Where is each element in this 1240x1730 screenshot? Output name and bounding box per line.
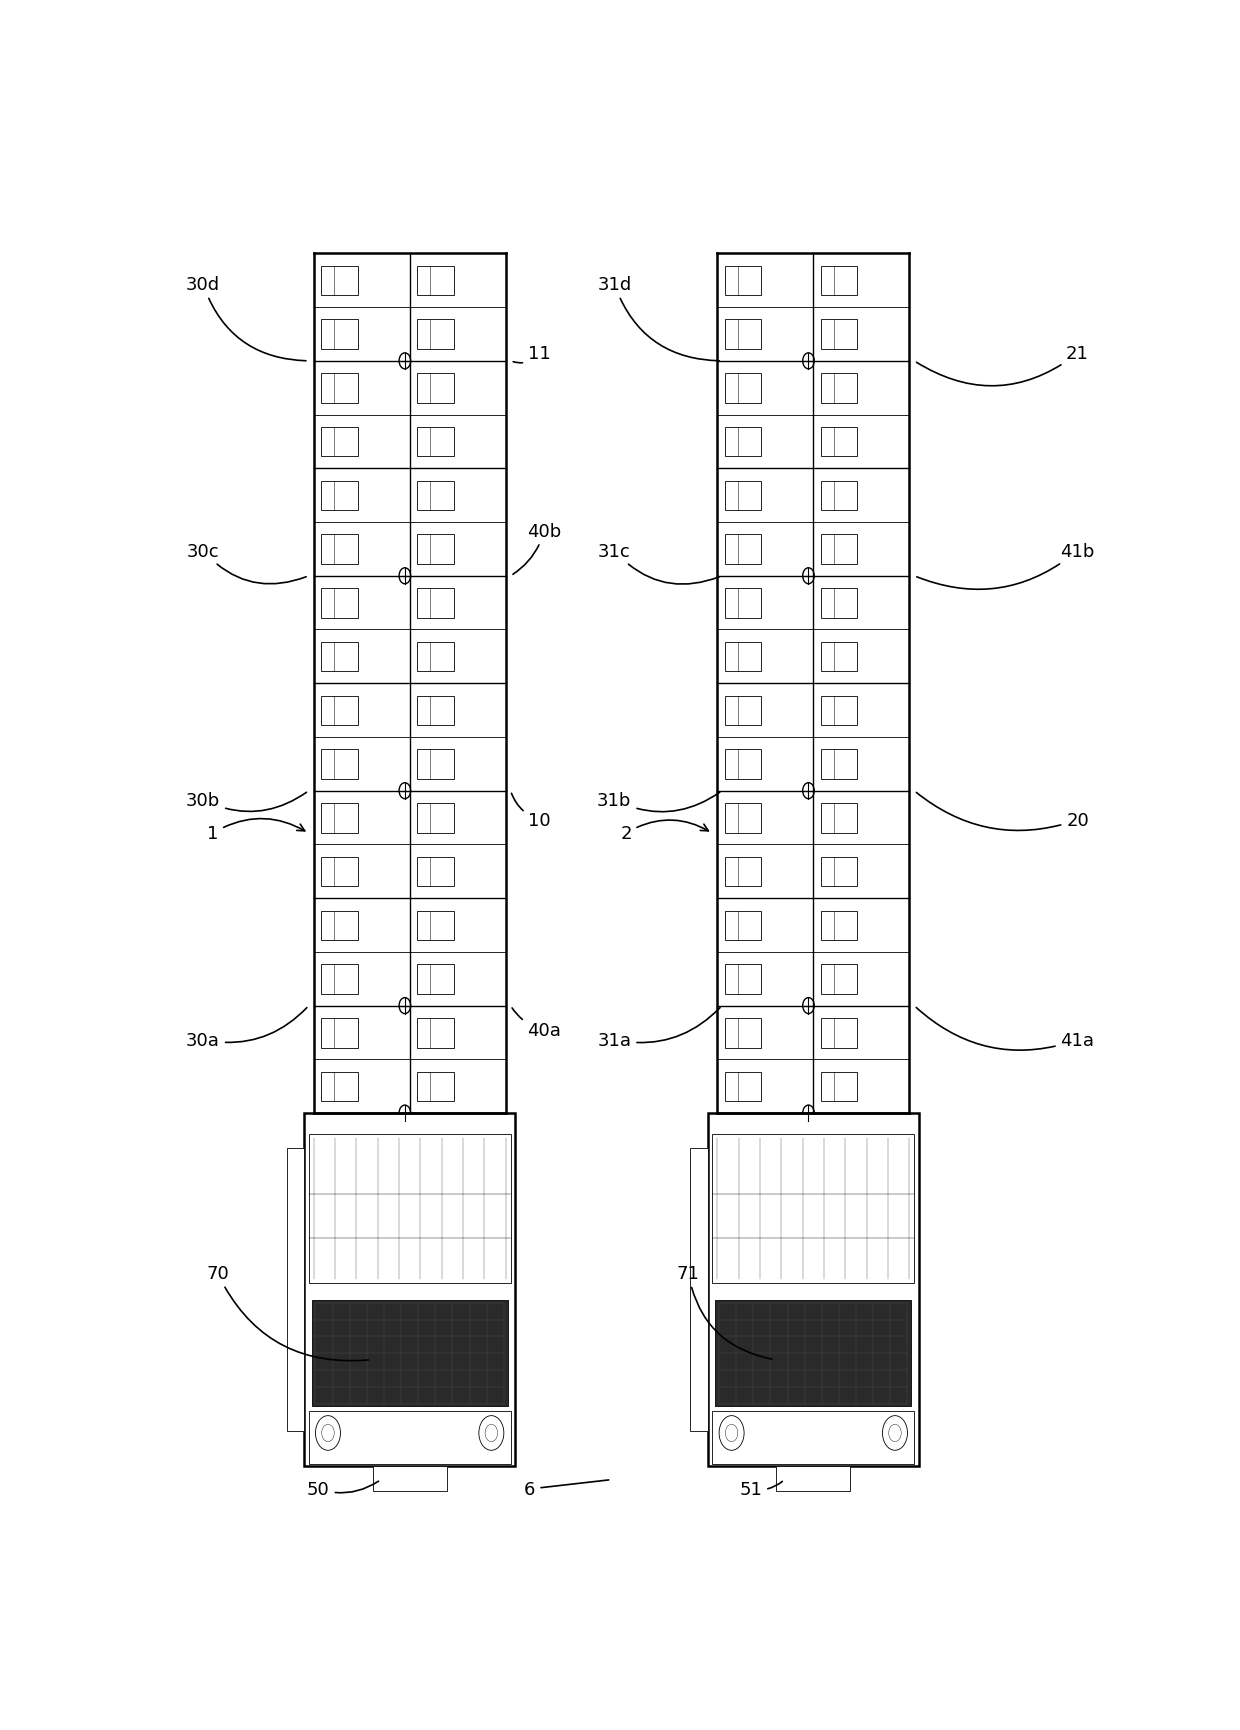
Bar [321,858,358,887]
Bar [418,749,454,780]
Bar [821,1019,858,1048]
Bar [286,1149,304,1431]
Text: 30c: 30c [187,541,306,585]
Bar [321,320,358,349]
Text: 30d: 30d [186,275,306,362]
Text: 40a: 40a [512,1009,562,1040]
Bar [821,588,858,618]
Bar [311,1301,507,1406]
Bar [321,266,358,296]
Bar [725,642,761,671]
Text: 31a: 31a [598,1009,720,1048]
Bar [309,1412,511,1464]
Text: 6: 6 [525,1481,609,1498]
Bar [691,1149,708,1431]
Text: 70: 70 [206,1265,368,1362]
Bar [708,1114,919,1467]
Bar [418,1019,454,1048]
Bar [418,1073,454,1102]
Bar [821,803,858,834]
Bar [309,1135,511,1284]
Bar [418,912,454,941]
Bar [418,803,454,834]
Bar [373,1467,446,1491]
Bar [821,374,858,403]
Bar [821,535,858,564]
Text: 30a: 30a [186,1009,306,1048]
Bar [321,1019,358,1048]
Bar [715,1301,911,1406]
Bar [821,695,858,725]
Bar [821,1073,858,1102]
Bar [321,427,358,457]
Text: 11: 11 [513,346,551,363]
Bar [418,427,454,457]
Text: 31c: 31c [598,541,719,585]
Bar [776,1467,851,1491]
Bar [725,588,761,618]
Bar [725,912,761,941]
Bar [821,427,858,457]
Bar [725,1019,761,1048]
Bar [725,695,761,725]
Bar [321,642,358,671]
Bar [321,749,358,780]
Bar [713,1135,914,1284]
Bar [713,1412,914,1464]
Bar [418,374,454,403]
Bar [418,320,454,349]
Bar [418,858,454,887]
Bar [418,481,454,510]
Bar [304,1114,516,1467]
Text: 40b: 40b [513,522,562,574]
Bar [725,320,761,349]
Bar [821,481,858,510]
Text: 51: 51 [739,1481,782,1498]
Bar [821,266,858,296]
Bar [321,535,358,564]
Text: 31d: 31d [598,275,719,362]
Bar [321,912,358,941]
Text: 50: 50 [308,1481,378,1498]
Bar [725,749,761,780]
Bar [725,374,761,403]
Bar [418,266,454,296]
Bar [821,642,858,671]
Text: 41b: 41b [916,541,1095,590]
Text: 30b: 30b [186,791,306,811]
Bar [725,1073,761,1102]
Text: 2: 2 [620,820,708,843]
Bar [321,374,358,403]
Text: 41a: 41a [916,1009,1095,1050]
Bar [725,858,761,887]
Text: 31b: 31b [598,791,719,813]
Bar [321,695,358,725]
Bar [418,695,454,725]
Text: 10: 10 [511,794,551,829]
Bar [725,535,761,564]
Bar [418,965,454,995]
Bar [321,803,358,834]
Bar [321,965,358,995]
Bar [821,965,858,995]
Bar [725,266,761,296]
Bar [418,535,454,564]
Bar [821,858,858,887]
Bar [725,481,761,510]
Text: 1: 1 [207,818,305,843]
Bar [821,320,858,349]
Bar [418,642,454,671]
Bar [821,912,858,941]
Bar [418,588,454,618]
Text: 21: 21 [916,346,1089,386]
Bar [725,427,761,457]
Bar [321,1073,358,1102]
Bar [321,481,358,510]
Bar [725,965,761,995]
Bar [725,803,761,834]
Bar [821,749,858,780]
Text: 20: 20 [916,792,1089,830]
Text: 71: 71 [677,1265,773,1360]
Bar [321,588,358,618]
